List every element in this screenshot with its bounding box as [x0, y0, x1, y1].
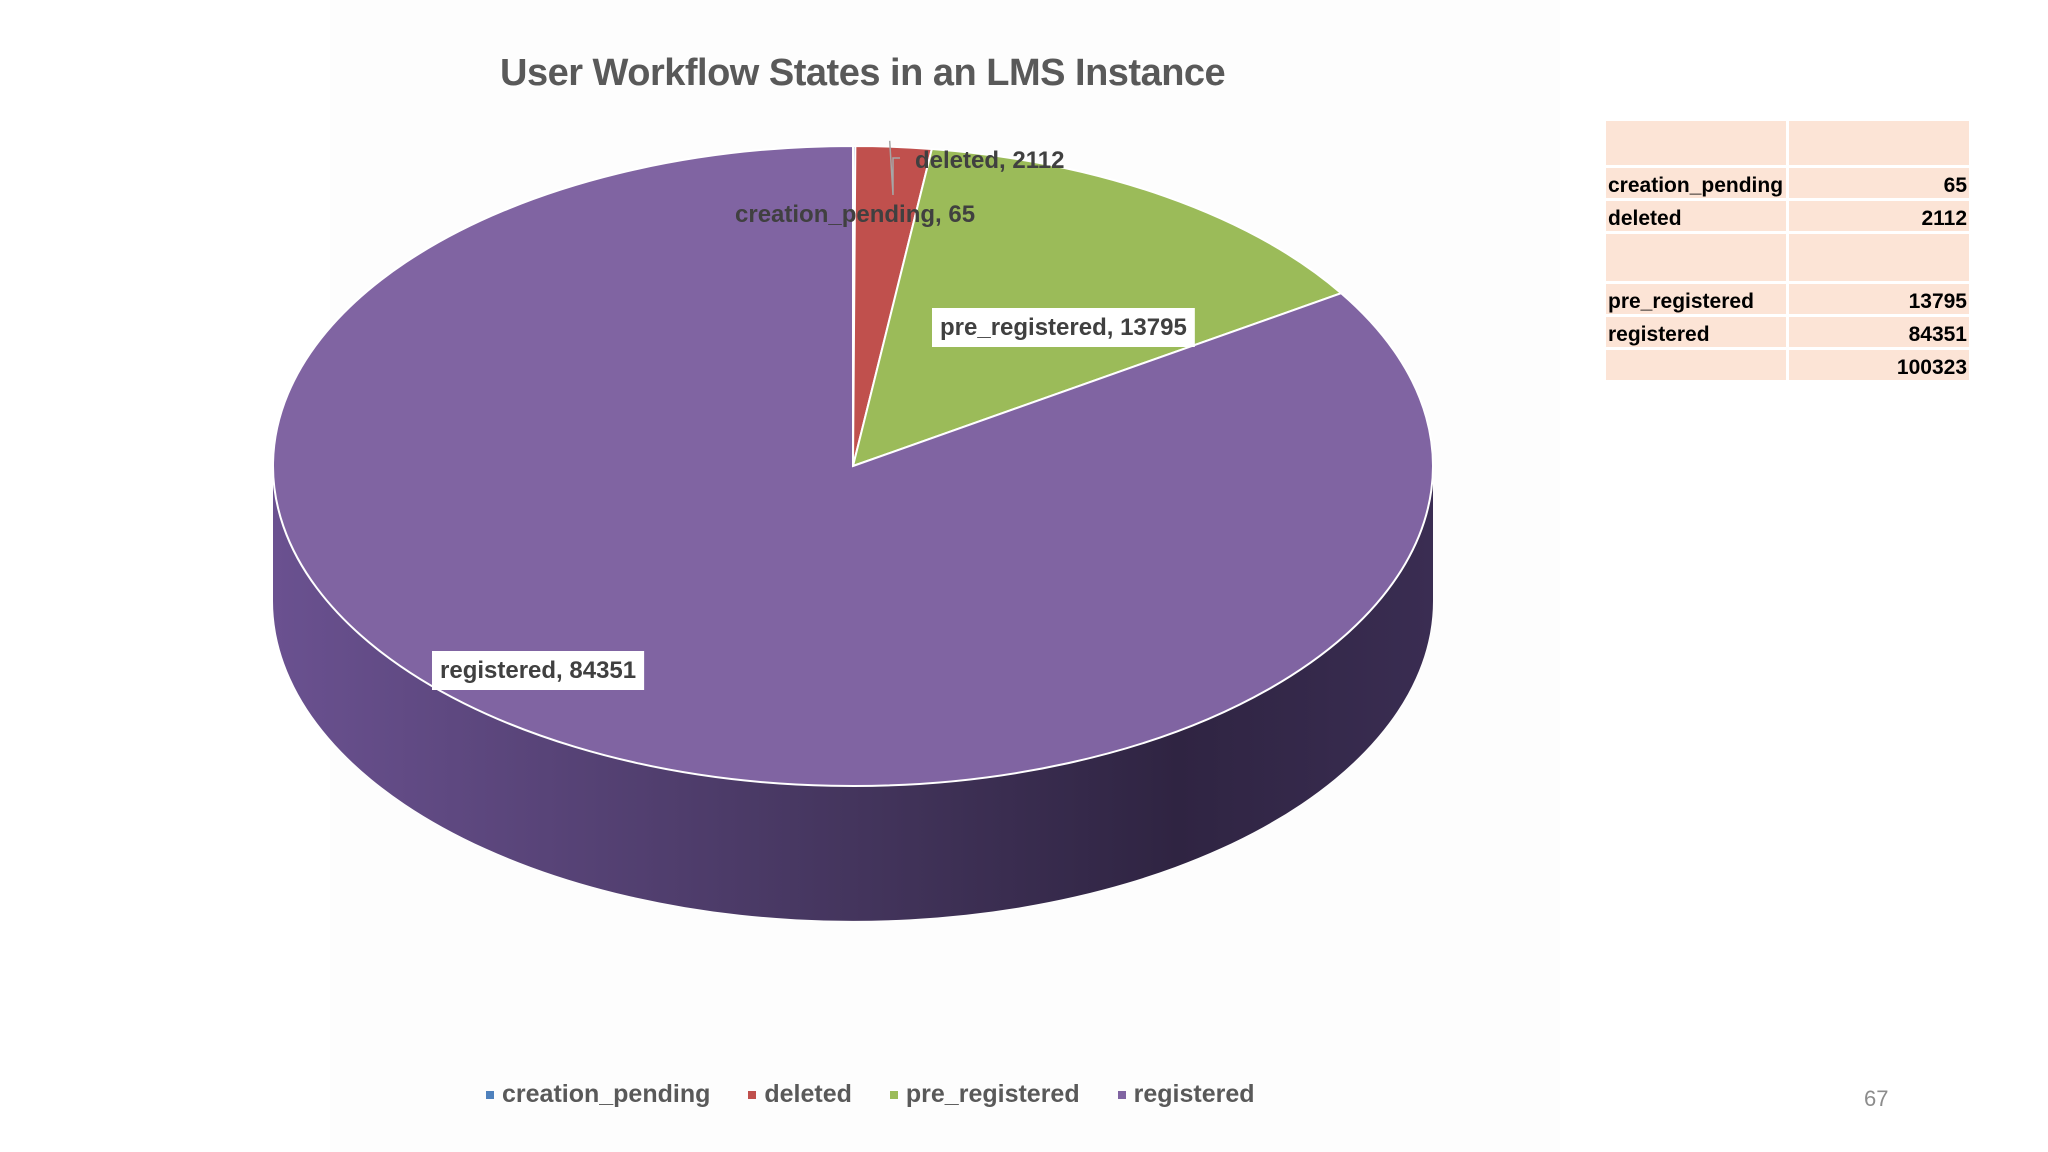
- legend-swatch: [1117, 1090, 1126, 1099]
- table-cell-name: pre_registered: [1606, 282, 1789, 317]
- table-row: creation_pending 65: [1606, 166, 1972, 201]
- table-cell-name: [1606, 121, 1789, 168]
- legend-swatch: [889, 1090, 898, 1099]
- table-row: registered 84351: [1606, 315, 1972, 350]
- table-cell-value: 2112: [1787, 199, 1972, 234]
- pie-slices: [272, 144, 1434, 787]
- table-cell-value: 13795: [1787, 282, 1972, 317]
- chart-title: User Workflow States in an LMS Instance: [500, 52, 1226, 94]
- table-cell-name: [1606, 232, 1789, 284]
- table-cell-value: 100323: [1787, 348, 1972, 383]
- table-cell-name: deleted: [1606, 199, 1789, 234]
- pie-side-wall: [273, 466, 1433, 921]
- table-row: 100323: [1606, 348, 1972, 383]
- table-cell-name: [1606, 348, 1789, 383]
- table-cell-value: [1787, 121, 1972, 168]
- pie-data-labels: creation_pending, 65 deleted, 2112 pre_reg…: [432, 147, 1195, 690]
- svg-text:creation_pending, 65: creation_pending, 65: [735, 201, 975, 228]
- table-row: [1606, 232, 1972, 284]
- svg-text:deleted, 2112: deleted, 2112: [915, 147, 1064, 174]
- legend-swatch: [486, 1090, 494, 1099]
- legend-label: deleted: [764, 1080, 852, 1108]
- leader-line-deleted: [888, 140, 900, 196]
- legend-item-registered: registered: [1117, 1080, 1255, 1109]
- data-label-box: [932, 308, 1195, 347]
- table-row: deleted 2112: [1606, 199, 1972, 234]
- data-label-registered: registered, 84351: [432, 651, 645, 690]
- legend-item-creation-pending: creation_pending: [486, 1080, 710, 1109]
- legend-swatch: [748, 1090, 757, 1099]
- pie-slice-pre-registered: [851, 147, 1344, 468]
- table-cell-name: registered: [1606, 315, 1789, 350]
- svg-text:registered, 84351: registered, 84351: [440, 657, 636, 684]
- legend-label: registered: [1133, 1080, 1255, 1108]
- table-cell-value: [1787, 232, 1972, 284]
- data-label-box: [432, 651, 645, 690]
- pie-slice-registered: [272, 144, 1434, 787]
- chart-legend: creation_pending deleted pre_registered reg…: [486, 1080, 1255, 1109]
- data-table: creation_pending 65 deleted 2112 pre_registe…: [1606, 121, 1972, 383]
- legend-label: creation_pending: [502, 1080, 711, 1108]
- table-row: pre_registered 13795: [1606, 282, 1972, 317]
- table-cell-value: 65: [1787, 166, 1972, 201]
- data-label-deleted: deleted, 2112: [915, 147, 1064, 174]
- svg-text:pre_registered, 13795: pre_registered, 13795: [940, 314, 1187, 341]
- legend-item-deleted: deleted: [748, 1080, 852, 1109]
- legend-item-pre-registered: pre_registered: [889, 1080, 1080, 1109]
- table-cell-name: creation_pending: [1606, 166, 1789, 201]
- page-number: 67: [1864, 1086, 1889, 1111]
- legend-label: pre_registered: [905, 1080, 1080, 1108]
- table-row: [1606, 121, 1972, 168]
- pie-side: [273, 466, 1433, 921]
- data-label-creation-pending: creation_pending, 65: [735, 201, 975, 228]
- pie-leader-lines: [888, 140, 900, 196]
- table-cell-value: 84351: [1787, 315, 1972, 350]
- data-label-pre-registered: pre_registered, 13795: [932, 308, 1195, 347]
